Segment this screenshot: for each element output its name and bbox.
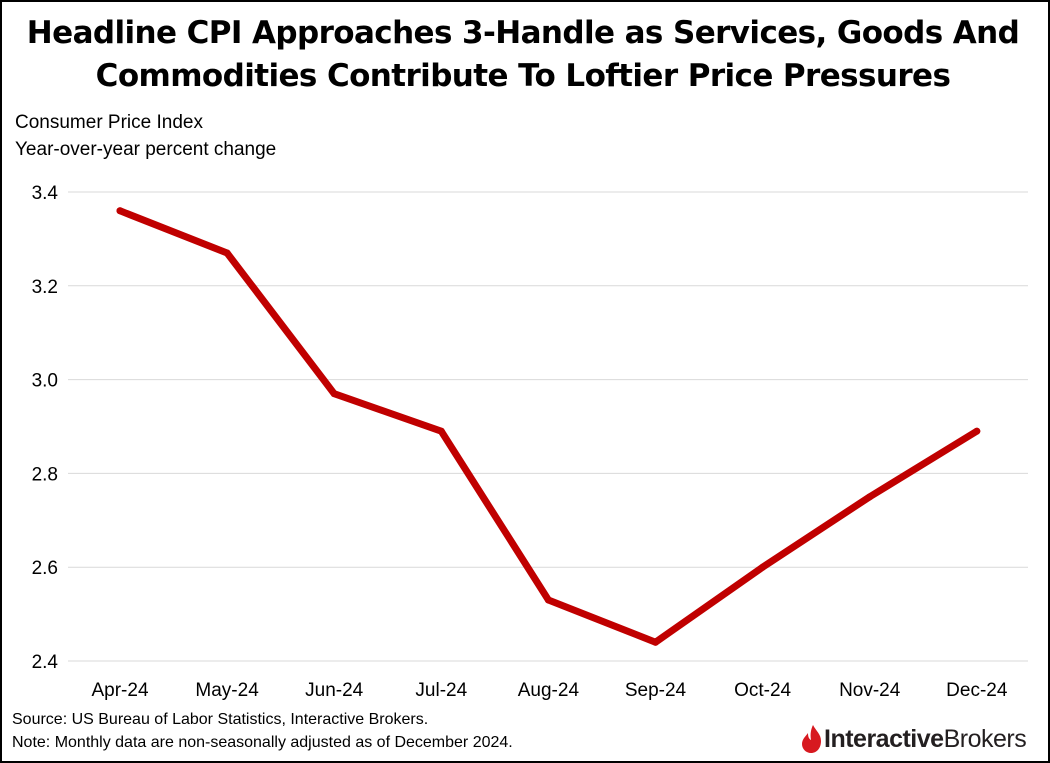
- data-note: Note: Monthly data are non-seasonally ad…: [12, 734, 513, 751]
- logo-wordmark-brokers: Brokers: [943, 724, 1027, 753]
- chart-title-line-2: Commodities Contribute To Loftier Price …: [95, 58, 951, 94]
- x-tick-label: Sep-24: [625, 680, 687, 701]
- x-tick-label: May-24: [195, 680, 259, 701]
- x-tick-label: Jun-24: [305, 680, 364, 701]
- data-point: [437, 427, 445, 435]
- cpi-series-line: [116, 207, 981, 646]
- logo-wordmark: InteractiveBrokers: [824, 724, 1027, 754]
- source-note: Source: US Bureau of Labor Statistics, I…: [12, 711, 429, 728]
- chart-title: Headline CPI Approaches 3-Handle as Serv…: [0, 12, 1046, 98]
- data-point: [330, 390, 338, 398]
- y-tick-label: 3.4: [32, 183, 59, 204]
- x-tick-label: Apr-24: [91, 680, 148, 701]
- x-tick-label: Oct-24: [734, 680, 791, 701]
- y-tick-label: 2.8: [32, 464, 58, 485]
- x-axis-tick-labels: Apr-24 May-24 Jun-24 Jul-24 Aug-24 Sep-24 Oct-…: [91, 680, 1007, 701]
- chart-subtitle-units: Year-over-year percent change: [15, 139, 277, 160]
- y-tick-label: 2.4: [32, 652, 59, 673]
- chart-subtitle-series: Consumer Price Index: [15, 112, 203, 133]
- series-layer: [116, 207, 981, 646]
- data-point: [973, 427, 981, 435]
- y-tick-label: 3.0: [32, 371, 58, 392]
- x-tick-label: Nov-24: [839, 680, 901, 701]
- y-tick-label: 2.6: [32, 558, 58, 579]
- data-point: [223, 249, 231, 257]
- gridlines: [68, 191, 1028, 662]
- x-tick-label: Jul-24: [415, 680, 467, 701]
- data-point: [759, 563, 767, 571]
- interactive-brokers-flame-icon: [802, 725, 821, 753]
- chart-title-line-1: Headline CPI Approaches 3-Handle as Serv…: [26, 15, 1020, 51]
- data-point: [544, 596, 552, 604]
- logo-wordmark-interactive: Interactive: [824, 724, 944, 753]
- data-point: [652, 638, 659, 646]
- interactive-brokers-logo: InteractiveBrokers: [800, 722, 1027, 756]
- x-tick-label: Aug-24: [518, 680, 580, 701]
- data-point: [116, 207, 124, 215]
- y-axis-tick-labels: 2.4 2.6 2.8 3.0 3.2 3.4: [32, 183, 59, 673]
- data-point: [866, 493, 874, 501]
- x-tick-label: Dec-24: [946, 680, 1008, 701]
- y-tick-label: 3.2: [32, 277, 58, 298]
